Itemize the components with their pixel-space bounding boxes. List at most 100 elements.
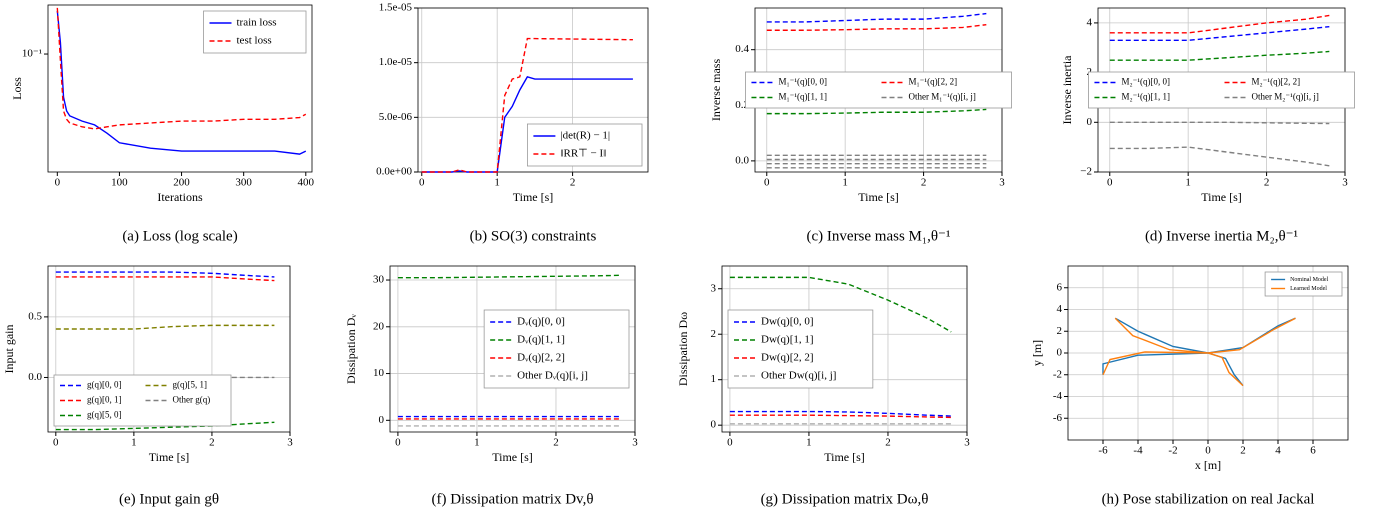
legend-label: train loss — [237, 17, 277, 29]
legend: Dᵥ(q)[0, 0] Dᵥ(q)[1, 1] Dᵥ(q)[2, 2] Other D… — [483, 309, 630, 389]
y-tick-label: 1.5e-05 — [379, 2, 413, 14]
legend-label: Other Dw(q)[i, j] — [761, 370, 836, 382]
series-line — [1109, 25, 1330, 41]
legend-label: M₂⁻¹(q)[0, 0] — [1121, 77, 1170, 87]
legend: Dw(q)[0, 0] Dw(q)[1, 1] Dw(q)[2, 2] Other D… — [727, 309, 874, 389]
y-tick-label: -4 — [1053, 390, 1063, 402]
series-line — [729, 414, 952, 419]
x-tick-label: 1 — [131, 437, 137, 449]
caption: (e) Input gain gθ — [119, 491, 219, 507]
y-tick-label: -6 — [1053, 412, 1063, 424]
y-tick-label: 0.5 — [28, 310, 42, 322]
series-line — [1102, 317, 1296, 387]
legend-box — [1088, 71, 1355, 109]
x-tick-label: 300 — [235, 177, 252, 189]
y-tick-label: 10⁻¹ — [22, 48, 42, 60]
series-line — [1109, 121, 1330, 125]
legend-label: g(q)[0, 0] — [87, 380, 122, 390]
y-tick-label: 10 — [373, 367, 385, 379]
series-line — [55, 271, 275, 278]
legend-label: g(q)[0, 1] — [87, 395, 122, 405]
y-tick-label: -2 — [1053, 368, 1062, 380]
legend: M₁⁻¹(q)[0, 0] M₁⁻¹(q)[1, 1] M₁⁻¹(q)[2, 2] O… — [745, 71, 1012, 109]
y-tick-label: 0 — [1087, 116, 1093, 128]
caption: (b) SO(3) constraints — [470, 228, 597, 244]
x-axis-label: x [m] — [1195, 458, 1221, 472]
plot-frame — [417, 7, 649, 173]
legend-box — [483, 309, 630, 389]
legend-label: Dᵥ(q)[1, 1] — [517, 334, 565, 346]
legend-box — [727, 309, 874, 389]
x-tick-label: 6 — [1310, 445, 1316, 457]
y-axis-label: Input gain — [2, 325, 16, 374]
y-tick-label: 0.0 — [28, 371, 42, 383]
y-tick-label: 30 — [373, 274, 385, 286]
series-line — [1109, 14, 1330, 34]
x-tick-label: 3 — [999, 177, 1005, 189]
legend-box — [745, 71, 1012, 109]
series-line — [56, 10, 307, 155]
legend-box — [53, 374, 232, 427]
x-tick-label: 2 — [1240, 445, 1246, 457]
y-tick-label: 3 — [711, 282, 717, 294]
x-tick-label: 1 — [842, 177, 848, 189]
legend: Nominal Model Learned Model — [1264, 271, 1343, 297]
legend-label: ‖RR⊤ − I‖ — [560, 148, 606, 160]
series-line — [766, 23, 987, 31]
y-axis-label: Dissipation Dᵥ — [344, 314, 358, 384]
legend-label: test loss — [237, 35, 272, 47]
series-line — [56, 7, 307, 130]
y-tick-label: 6 — [1057, 281, 1063, 293]
series-line — [1109, 50, 1330, 61]
plot-frame — [1067, 265, 1349, 441]
x-tick-label: 2 — [209, 437, 215, 449]
x-tick-label: 3 — [964, 437, 970, 449]
series-line — [55, 276, 275, 282]
legend-label: Other M₁⁻¹(q)[i, j] — [909, 92, 976, 102]
y-tick-label: 0.0 — [735, 154, 749, 166]
y-axis-label: Dissipation Dω — [676, 312, 690, 386]
x-tick-label: 4 — [1275, 445, 1281, 457]
y-tick-label: 4 — [1087, 16, 1093, 28]
x-tick-label: -6 — [1098, 445, 1108, 457]
legend-label: Other Dᵥ(q)[i, j] — [517, 370, 588, 382]
x-tick-label: 0 — [395, 437, 401, 449]
x-tick-label: 1 — [806, 437, 812, 449]
legend-label: Learned Model — [1290, 286, 1327, 292]
series-line — [766, 12, 987, 23]
legend-label: Other M₂⁻¹(q)[i, j] — [1252, 92, 1319, 102]
y-tick-label: 2 — [711, 328, 717, 340]
legend: M₂⁻¹(q)[0, 0] M₂⁻¹(q)[1, 1] M₂⁻¹(q)[2, 2] O… — [1088, 71, 1355, 109]
series-line — [421, 76, 633, 173]
series-line — [1109, 146, 1330, 167]
x-axis-label: Time [s] — [858, 190, 899, 204]
x-tick-label: 0 — [727, 437, 733, 449]
y-tick-label: 0.0e+00 — [376, 166, 412, 178]
plot-frame — [721, 265, 968, 433]
legend-label: M₁⁻¹(q)[1, 1] — [778, 92, 827, 102]
plot-frame — [389, 265, 636, 433]
x-tick-label: 400 — [298, 177, 315, 189]
legend-box — [1264, 271, 1343, 297]
x-axis-label: Time [s] — [513, 190, 554, 204]
y-axis-label: Inverse inertia — [1060, 55, 1074, 125]
legend-box — [203, 10, 307, 54]
x-tick-label: 3 — [632, 437, 638, 449]
x-tick-label: 2 — [1264, 177, 1270, 189]
x-tick-label: 2 — [570, 177, 576, 189]
x-axis-label: Time [s] — [492, 450, 533, 464]
x-axis-label: Time [s] — [149, 450, 190, 464]
y-tick-label: 0 — [379, 414, 385, 426]
x-tick-label: -4 — [1133, 445, 1143, 457]
legend-label: Dw(q)[0, 0] — [761, 316, 814, 328]
legend: |det(R) − 1| ‖RR⊤ − I‖ — [527, 123, 643, 167]
x-tick-label: 100 — [111, 177, 128, 189]
legend: g(q)[0, 0] g(q)[0, 1] g(q)[5, 0] g(q)[5, 1]… — [53, 374, 232, 427]
x-tick-label: 1 — [1185, 177, 1191, 189]
legend-label: g(q)[5, 0] — [87, 410, 122, 420]
y-axis-label: y [m] — [1030, 340, 1044, 366]
legend-label: Dᵥ(q)[2, 2] — [517, 352, 565, 364]
legend-label: M₂⁻¹(q)[2, 2] — [1252, 77, 1301, 87]
y-tick-label: 0.4 — [735, 43, 749, 55]
y-tick-label: 0 — [711, 419, 717, 431]
